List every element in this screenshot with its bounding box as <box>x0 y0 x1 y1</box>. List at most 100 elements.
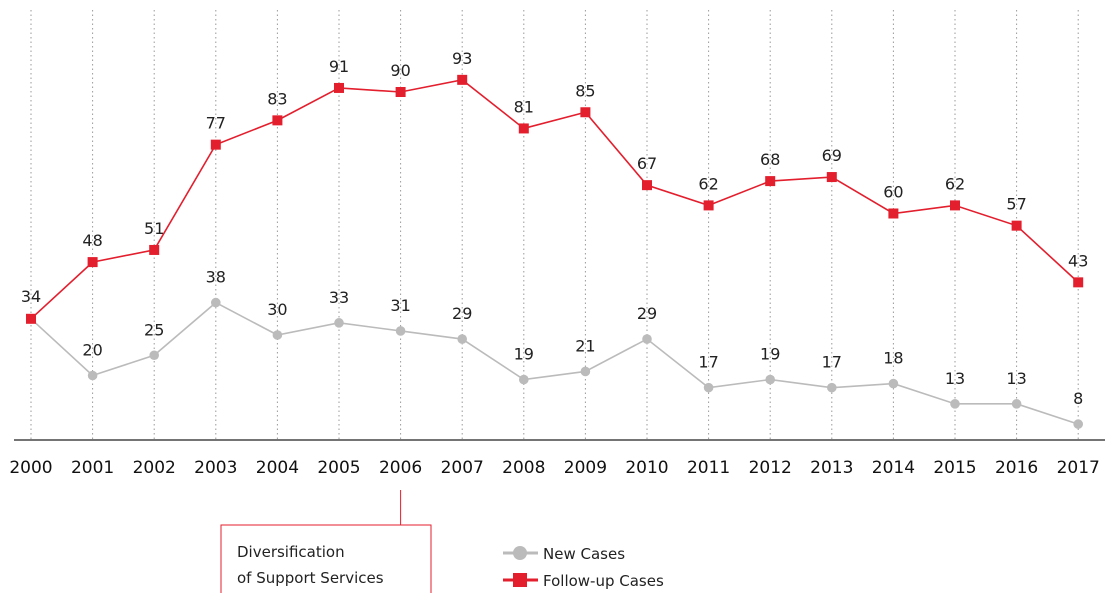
data-label-follow-up-cases: 90 <box>390 61 410 80</box>
data-point-follow-up-cases <box>334 82 344 93</box>
x-tick-label: 2008 <box>502 458 545 478</box>
x-tick-label: 2002 <box>133 458 176 478</box>
data-label-follow-up-cases: 67 <box>637 154 657 173</box>
data-point-new-cases <box>395 326 406 336</box>
data-label-new-cases: 18 <box>883 349 903 368</box>
data-point-follow-up-cases <box>580 107 591 118</box>
data-label-follow-up-cases: 91 <box>329 57 349 76</box>
series-lines <box>26 74 1084 429</box>
legend-label-follow-up-cases: Follow-up Cases <box>543 572 664 590</box>
series-line-new-cases <box>30 301 1079 425</box>
data-point-follow-up-cases <box>950 200 960 211</box>
x-tick-label: 2010 <box>625 458 668 478</box>
data-point-new-cases <box>580 366 591 377</box>
data-label-follow-up-cases: 77 <box>206 114 226 133</box>
data-label-new-cases: 29 <box>637 304 657 323</box>
x-axis: 2000 2001 2002 2003 2004 2005 2006 2007 2008 2009… <box>9 439 1105 478</box>
x-tick-label: 2011 <box>687 458 730 478</box>
data-label-follow-up-cases: 85 <box>575 81 595 100</box>
legend: New Cases Follow-up Cases <box>503 545 664 590</box>
data-label-new-cases: 33 <box>329 288 349 307</box>
data-label-new-cases: 19 <box>514 345 534 364</box>
data-point-follow-up-cases <box>457 74 468 85</box>
x-tick-label: 2006 <box>379 458 422 478</box>
data-point-new-cases <box>519 374 529 385</box>
legend-marker-new-cases <box>513 546 527 560</box>
legend-marker-follow-up-cases <box>513 573 527 587</box>
data-point-follow-up-cases <box>826 172 837 183</box>
data-point-follow-up-cases <box>272 115 283 126</box>
data-label-new-cases: 30 <box>267 300 287 319</box>
data-point-new-cases <box>1011 399 1022 409</box>
data-point-new-cases <box>703 382 714 393</box>
data-label-follow-up-cases: 62 <box>945 174 965 193</box>
data-label-follow-up-cases: 81 <box>514 97 534 116</box>
data-point-follow-up-cases <box>703 200 714 211</box>
data-point-follow-up-cases <box>1011 220 1022 231</box>
annotation: Diversification of Support Services <box>220 490 432 593</box>
data-label-new-cases: 8 <box>1073 389 1083 408</box>
data-label-follow-up-cases: 69 <box>822 146 842 165</box>
data-label-follow-up-cases: 83 <box>267 89 287 108</box>
data-label-new-cases: 17 <box>698 353 718 372</box>
series-line-follow-up-cases <box>30 78 1079 320</box>
data-label-new-cases: 20 <box>82 341 102 360</box>
data-label-new-cases: 19 <box>760 345 780 364</box>
data-label-new-cases: 13 <box>945 369 965 388</box>
x-tick-label: 2009 <box>564 458 607 478</box>
data-point-new-cases <box>1073 419 1083 429</box>
data-label-new-cases: 31 <box>390 296 410 315</box>
data-point-follow-up-cases <box>1073 277 1084 288</box>
annotation-text: of Support Services <box>237 569 384 587</box>
data-point-new-cases <box>765 374 775 385</box>
data-label-new-cases: 21 <box>575 336 595 355</box>
data-point-new-cases <box>149 350 159 361</box>
data-label-follow-up-cases: 62 <box>698 174 718 193</box>
data-point-new-cases <box>642 334 652 344</box>
x-tick-label: 2001 <box>71 458 114 478</box>
x-tick-label: 2015 <box>933 458 976 478</box>
x-tick-label: 2017 <box>1057 458 1100 478</box>
data-label-follow-up-cases: 68 <box>760 150 780 169</box>
x-tick-label: 2003 <box>194 458 237 478</box>
data-label-follow-up-cases: 57 <box>1006 195 1026 214</box>
data-point-follow-up-cases <box>149 244 160 255</box>
data-point-follow-up-cases <box>87 257 98 268</box>
data-point-new-cases <box>334 318 344 328</box>
x-tick-label: 2014 <box>872 458 915 478</box>
data-label-new-cases: 25 <box>144 320 164 339</box>
data-point-new-cases <box>888 378 899 389</box>
data-label-follow-up-cases: 43 <box>1068 251 1088 270</box>
x-tick-label: 2005 <box>317 458 360 478</box>
legend-label-new-cases: New Cases <box>543 545 625 563</box>
data-point-new-cases <box>272 330 283 340</box>
data-point-follow-up-cases <box>210 139 221 150</box>
x-tick-label: 2013 <box>810 458 853 478</box>
data-label-follow-up-cases: 48 <box>82 231 102 250</box>
x-tick-label: 2016 <box>995 458 1038 478</box>
data-point-new-cases <box>211 297 221 308</box>
data-label-new-cases: 17 <box>822 353 842 372</box>
data-label-new-cases: 13 <box>1006 369 1026 388</box>
data-label-follow-up-cases: 93 <box>452 49 472 68</box>
x-tick-label: 2000 <box>9 458 52 478</box>
x-tick-label: 2007 <box>441 458 484 478</box>
data-point-new-cases <box>950 399 960 409</box>
data-point-new-cases <box>457 334 468 344</box>
annotation-text: Diversification <box>237 543 345 561</box>
data-label-follow-up-cases: 51 <box>144 219 164 238</box>
data-labels: 20 25 38 30 33 31 29 19 21 29 17 19 17 18 13 13 8 34 48 51 7… <box>21 49 1089 408</box>
data-point-follow-up-cases <box>642 180 652 191</box>
data-point-follow-up-cases <box>518 123 529 134</box>
data-point-follow-up-cases <box>395 87 406 97</box>
data-label-new-cases: 38 <box>206 268 226 287</box>
data-label-new-cases: 29 <box>452 304 472 323</box>
data-point-follow-up-cases <box>765 176 776 187</box>
annotation-box <box>220 524 432 593</box>
data-point-follow-up-cases <box>26 313 36 324</box>
data-label-follow-up-cases: 60 <box>883 183 903 202</box>
data-label-follow-up-cases: 34 <box>21 287 41 306</box>
data-point-new-cases <box>827 382 837 393</box>
x-tick-label: 2012 <box>749 458 792 478</box>
